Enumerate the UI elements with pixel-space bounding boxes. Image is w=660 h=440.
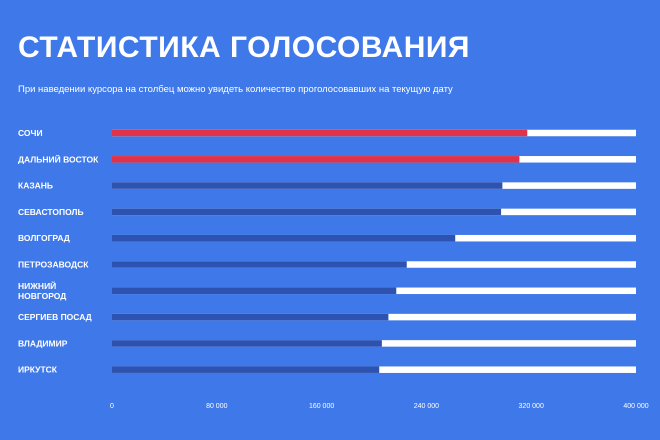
bar[interactable]: [112, 156, 520, 163]
x-tick-label: 160 000: [309, 403, 334, 410]
category-label: СЕРГИЕВ ПОСАД: [18, 312, 92, 322]
category-label: СЕВАСТОПОЛЬ: [18, 207, 84, 217]
bar[interactable]: [112, 287, 397, 295]
category-label: СОЧИ: [18, 128, 43, 138]
bar[interactable]: [112, 340, 382, 347]
bar[interactable]: [112, 234, 456, 242]
bar[interactable]: [112, 129, 528, 137]
bar[interactable]: [112, 366, 380, 373]
x-tick-label: 0: [110, 403, 114, 410]
category-label: ДАЛЬНИЙ ВОСТОК: [18, 153, 99, 164]
page-subtitle: При наведении курсора на столбец можно у…: [18, 84, 453, 95]
bar[interactable]: [112, 261, 407, 268]
x-tick-label: 400 000: [623, 403, 648, 410]
bar[interactable]: [112, 313, 389, 321]
category-label: ВЛАДИМИР: [18, 338, 68, 348]
page-title: СТАТИСТИКА ГОЛОСОВАНИЯ: [18, 31, 470, 64]
category-label: ИРКУТСК: [18, 365, 58, 375]
bar[interactable]: [112, 208, 502, 216]
x-tick-label: 320 000: [519, 403, 544, 410]
bar[interactable]: [112, 182, 503, 189]
category-label: ПЕТРОЗАВОДСК: [18, 260, 89, 270]
x-tick-label: 240 000: [414, 403, 439, 410]
x-tick-label: 80 000: [206, 403, 228, 410]
category-label: ВОЛГОГРАД: [18, 233, 70, 243]
category-label: КАЗАНЬ: [18, 181, 53, 191]
category-label: НИЖНИЙ НОВГОРОД: [18, 280, 66, 301]
